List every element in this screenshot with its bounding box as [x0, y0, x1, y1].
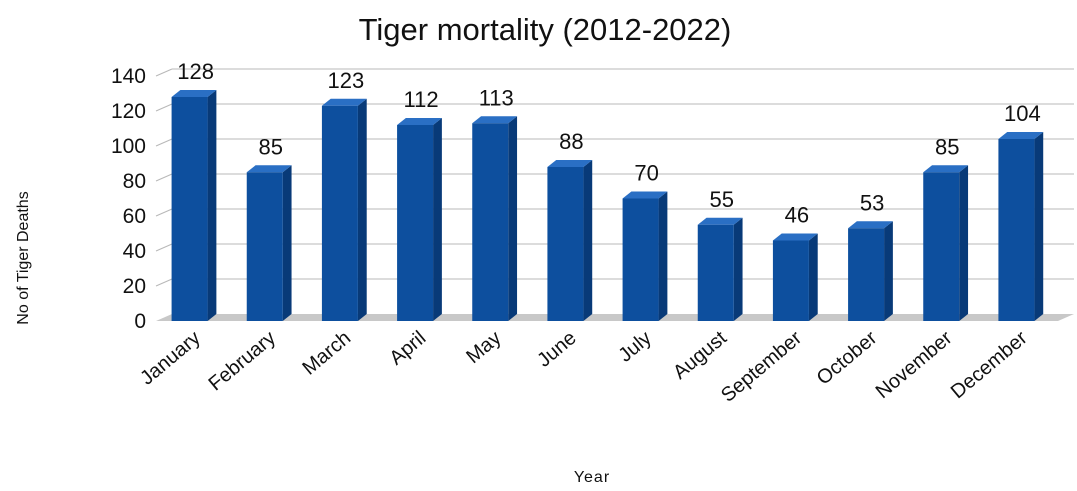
bars — [171, 90, 1044, 321]
data-label: 53 — [860, 190, 884, 215]
bar-august — [697, 217, 743, 321]
chart-floor — [156, 314, 1074, 321]
bar-april — [397, 118, 442, 321]
x-tick-label: November — [872, 327, 957, 403]
gridline-depth — [155, 208, 173, 217]
x-axis-title: Year — [574, 469, 610, 486]
bar-june — [547, 160, 593, 321]
y-tick-label: 40 — [123, 240, 146, 263]
bar-side — [207, 90, 217, 321]
bar-top — [622, 191, 668, 199]
data-label: 123 — [328, 68, 365, 93]
data-label: 128 — [177, 59, 214, 84]
x-tick-label: April — [386, 327, 431, 370]
y-tick-label: 120 — [111, 100, 146, 123]
bar-front — [397, 125, 434, 321]
bar-side — [282, 165, 292, 321]
bar-october — [848, 221, 893, 321]
bar-top — [397, 118, 442, 125]
bar-march — [321, 98, 367, 321]
bar-top — [772, 233, 818, 241]
y-tick-label: 140 — [111, 65, 146, 88]
x-tick-label: October — [813, 327, 882, 390]
bar-side — [959, 165, 969, 321]
y-tick-label: 0 — [134, 310, 146, 333]
floor-plane — [156, 314, 1074, 321]
gridline-depth — [155, 173, 173, 182]
bar-july — [622, 191, 668, 321]
chart-title: Tiger mortality (2012-2022) — [359, 12, 732, 47]
data-label: 85 — [259, 134, 283, 159]
bar-front — [547, 167, 584, 321]
y-axis-title: No of Tiger Deaths — [15, 191, 32, 324]
bar-front — [171, 97, 208, 321]
data-label: 113 — [479, 85, 514, 110]
bar-december — [998, 132, 1044, 321]
bar-top — [321, 98, 367, 106]
data-labels: 128 85 123 112 113 88 70 55 46 53 85 104 — [177, 59, 1041, 228]
gridline-depth — [155, 68, 173, 77]
bar-january — [171, 90, 217, 321]
gridline-depth — [155, 138, 173, 147]
bar-side — [583, 160, 593, 321]
bar-top — [246, 165, 292, 173]
data-label: 85 — [935, 134, 959, 159]
data-label: 104 — [1004, 101, 1041, 126]
y-tick-label: 80 — [123, 170, 146, 193]
bar-front — [321, 105, 358, 321]
bar-side — [1034, 132, 1044, 321]
x-tick-label: July — [614, 327, 655, 367]
bar-side — [357, 98, 367, 321]
data-label: 55 — [710, 187, 734, 212]
gridline-depth — [155, 278, 173, 287]
data-label: 70 — [634, 161, 658, 186]
bar-side — [733, 217, 743, 321]
bar-february — [246, 165, 292, 321]
x-tick-label: June — [533, 327, 580, 372]
bar-top — [923, 165, 969, 173]
bar-top — [848, 221, 893, 229]
bar-front — [772, 240, 809, 321]
bar-september — [772, 233, 818, 321]
data-label: 46 — [785, 203, 809, 228]
gridline-depth — [155, 103, 173, 112]
gridline-depth — [155, 243, 173, 252]
bar-top — [171, 90, 217, 97]
bar-side — [808, 233, 818, 321]
bar-top — [998, 132, 1044, 139]
y-axis-ticks: 0 20 40 60 80 100 120 140 — [111, 65, 146, 333]
bar-side — [884, 221, 893, 321]
x-tick-label: August — [669, 327, 731, 384]
x-tick-label: March — [298, 327, 355, 380]
bar-front — [472, 123, 509, 321]
bar-side — [508, 116, 518, 321]
bar-front — [848, 228, 885, 321]
bar-side — [433, 118, 442, 321]
y-tick-label: 20 — [123, 275, 146, 298]
bar-front — [697, 224, 734, 321]
x-tick-label: September — [717, 327, 806, 407]
bar-top — [472, 116, 518, 124]
bar-front — [622, 198, 659, 321]
bar-top — [697, 217, 743, 225]
bar-november — [923, 165, 969, 321]
bar-may — [472, 116, 518, 321]
bar-side — [658, 191, 668, 321]
x-tick-label: May — [462, 327, 505, 368]
bar-front — [998, 139, 1035, 321]
bar-top — [547, 160, 593, 167]
bar-front — [923, 172, 960, 321]
y-tick-label: 60 — [123, 205, 146, 228]
data-label: 88 — [559, 129, 583, 154]
x-tick-label: January — [136, 327, 205, 390]
bar-front — [246, 172, 283, 321]
x-tick-label: February — [205, 327, 280, 395]
data-label: 112 — [404, 87, 439, 112]
x-tick-label: December — [947, 327, 1032, 403]
x-axis-ticks: January February March April May June July Augu… — [136, 327, 1032, 407]
y-tick-label: 100 — [111, 135, 146, 158]
